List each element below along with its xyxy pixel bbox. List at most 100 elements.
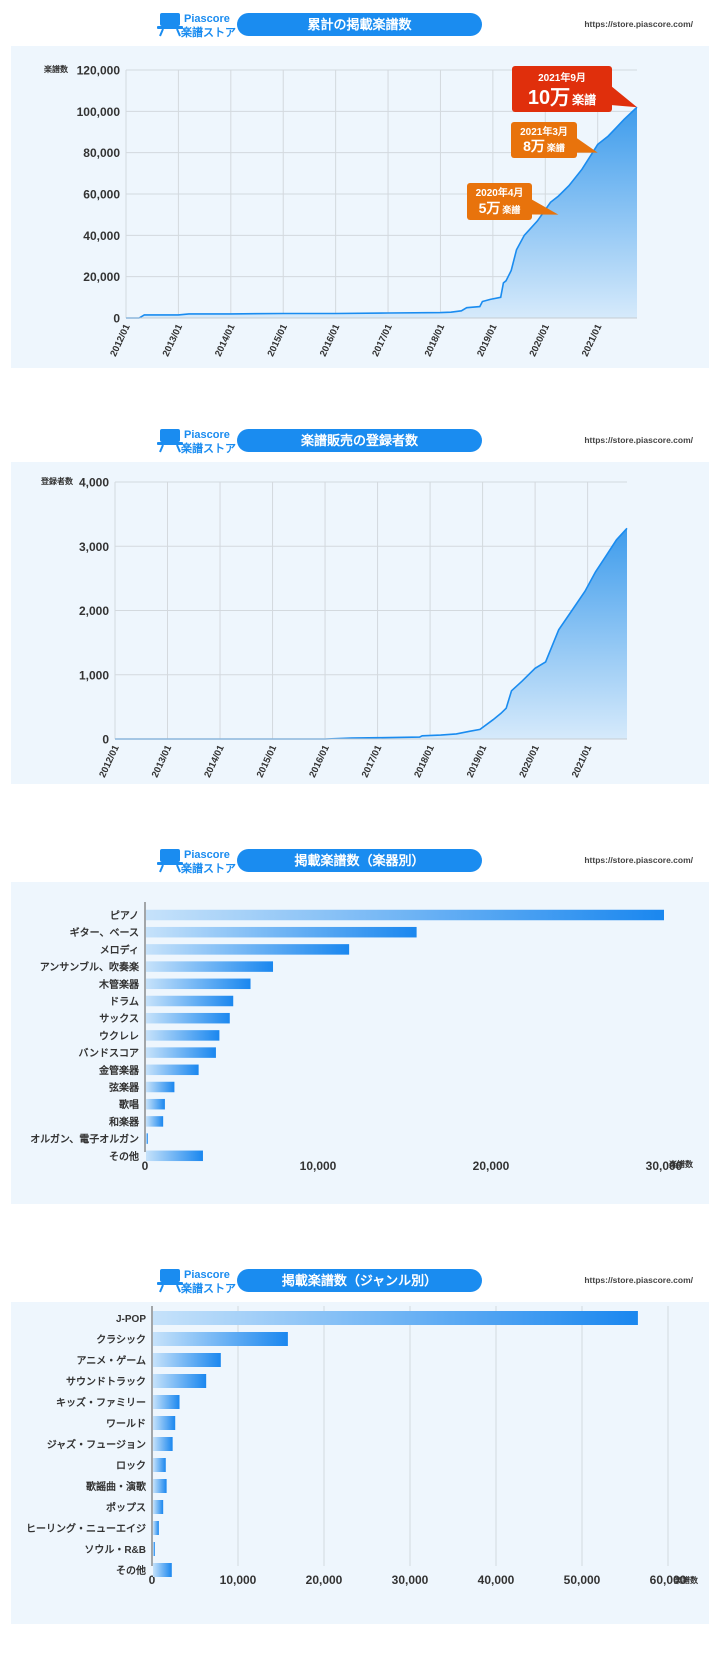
y-tick-label: 20,000: [83, 270, 120, 284]
category-label: ギター、ベース: [70, 926, 139, 939]
callout-amount: 10万 楽譜: [528, 87, 596, 109]
callout-date: 2021年3月: [520, 125, 568, 138]
y-tick-label: 60,000: [83, 188, 120, 202]
category-label: 金管楽器: [98, 1064, 140, 1077]
logo-base-shape: [157, 442, 183, 445]
callout-date: 2020年4月: [476, 186, 524, 199]
y-tick-label: 120,000: [77, 64, 121, 78]
chart-title-pill: [237, 849, 482, 872]
x-tick-label: 20,000: [306, 1573, 343, 1587]
series-line: [126, 106, 638, 319]
logo-screen-shape: [160, 849, 180, 862]
category-label: ジャズ・フュージョン: [47, 1438, 146, 1451]
category-label: ドラム: [109, 996, 139, 1008]
bar: [153, 1374, 207, 1388]
brand-name-en: Piascore: [184, 429, 230, 441]
series-area: [126, 107, 637, 318]
chart-title: 累計の掲載楽譜数: [307, 17, 412, 32]
bar: [153, 1458, 166, 1472]
category-label: アニメ・ゲーム: [77, 1354, 147, 1367]
callout-0: 2021年9月 10万 楽譜: [512, 66, 637, 112]
category-label: その他: [109, 1150, 139, 1163]
chart-title: 掲載楽譜数（楽器別）: [294, 853, 424, 868]
chart-title: 掲載楽譜数（ジャンル別）: [282, 1273, 437, 1288]
bar: [146, 1150, 203, 1162]
bar: [146, 995, 234, 1007]
category-label: アンサンブル、吹奏楽: [40, 961, 140, 974]
source-url: https://store.piascore.com/: [584, 435, 693, 445]
category-label: 弦楽器: [109, 1081, 140, 1094]
logo-base-shape: [157, 862, 183, 865]
logo-leg-shape: [159, 28, 164, 37]
bar: [146, 1116, 164, 1127]
category-label: バンドスコア: [79, 1048, 140, 1060]
bar: [153, 1437, 173, 1451]
category-label: サウンドトラック: [66, 1376, 146, 1388]
category-label: ワールド: [106, 1418, 146, 1430]
chart-title-pill: [237, 13, 482, 36]
x-axis-label: 楽譜数: [673, 1575, 699, 1585]
series-area: [115, 528, 627, 739]
callout-amount-value: 8万: [523, 138, 545, 154]
logo-leg-shape: [159, 444, 164, 453]
bar: [146, 944, 350, 955]
bar: [146, 961, 274, 972]
callout-amount: 8万 楽譜: [523, 138, 565, 154]
bar: [146, 1081, 175, 1093]
bar: [146, 926, 417, 938]
category-label: 木管楽器: [98, 978, 140, 991]
category-label: オルガン、電子オルガン: [30, 1133, 139, 1146]
logo-base-shape: [157, 26, 183, 29]
logo-leg-shape: [176, 1284, 181, 1293]
logo-leg-shape: [176, 444, 181, 453]
x-tick-label: 60,000: [650, 1573, 687, 1587]
bar: [153, 1563, 172, 1577]
category-label: ポップス: [106, 1501, 146, 1514]
logo-screen-shape: [160, 1269, 180, 1282]
category-label: サックス: [99, 1013, 139, 1025]
category-label: クラシック: [96, 1334, 146, 1346]
callout-pointer: [532, 199, 559, 215]
callout-amount-value: 5万: [479, 200, 501, 216]
y-axis-label: 登録者数: [40, 476, 74, 486]
category-label: ロック: [116, 1460, 146, 1472]
brand-name-ja: 楽譜ストア: [180, 441, 236, 455]
callout-box: [467, 183, 532, 220]
bar: [153, 1542, 155, 1556]
series-line: [115, 527, 628, 740]
callout-amount-unit: 楽譜: [547, 142, 565, 153]
x-tick-label: 50,000: [564, 1573, 601, 1587]
bar: [146, 978, 251, 990]
bar: [153, 1479, 167, 1493]
x-tick-label: 20,000: [473, 1159, 510, 1173]
logo-leg-shape: [159, 1284, 164, 1293]
bar: [146, 1047, 216, 1058]
source-url: https://store.piascore.com/: [584, 855, 693, 865]
bar: [153, 1521, 159, 1535]
category-label: ウクレレ: [99, 1030, 139, 1042]
chart-panel: [11, 1302, 709, 1624]
brand-name-en: Piascore: [184, 13, 230, 25]
category-label: キッズ・ファミリー: [56, 1396, 146, 1409]
y-tick-label: 80,000: [83, 146, 120, 160]
logo-screen-shape: [160, 429, 180, 442]
callout-box: [511, 122, 577, 158]
callout-amount: 5万 楽譜: [479, 200, 521, 216]
brand-name-en: Piascore: [184, 1269, 230, 1281]
x-tick-label: 10,000: [220, 1573, 257, 1587]
category-label: ヒーリング・ニューエイジ: [26, 1522, 146, 1535]
x-tick-label: 30,000: [392, 1573, 429, 1587]
bar: [153, 1395, 180, 1409]
bar: [153, 1311, 638, 1325]
category-label: 歌謡曲・演歌: [86, 1480, 147, 1493]
category-label: 和楽器: [108, 1115, 140, 1128]
category-label: 歌唱: [119, 1098, 139, 1111]
brand-name-ja: 楽譜ストア: [180, 1281, 236, 1295]
